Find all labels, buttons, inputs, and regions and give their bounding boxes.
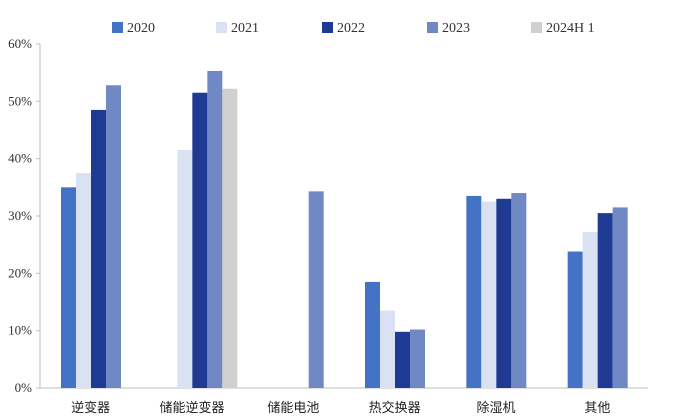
legend-item-2020: 2020 [112, 21, 155, 36]
legend-item-2021: 2021 [216, 21, 259, 36]
x-category-label: 逆变器 [71, 400, 110, 416]
x-category-label: 储能电池 [267, 401, 319, 416]
legend: 2020 2021 2022 2023 2024H 1 [112, 21, 595, 36]
y-tick-label: 50% [8, 93, 32, 108]
y-tick-label: 0% [15, 380, 33, 395]
legend-swatch [322, 22, 333, 33]
bar-2020-0 [61, 187, 76, 388]
bar-2022-1 [192, 92, 208, 388]
legend-label: 2023 [442, 21, 470, 36]
bar-2023-0 [106, 85, 121, 388]
legend-item-2024H1: 2024H 1 [531, 21, 595, 36]
bar-2021-0 [76, 173, 91, 388]
bar-2022-3 [395, 331, 410, 388]
legend-swatch [531, 22, 542, 33]
bar-2021-4 [481, 201, 497, 388]
bars [61, 70, 628, 389]
x-category-label: 热交换器 [369, 400, 421, 416]
bar-2023-3 [410, 329, 425, 388]
bar-2020-3 [365, 281, 380, 388]
legend-swatch [427, 22, 438, 33]
bar-2022-0 [91, 109, 106, 388]
x-category-label: 除湿机 [476, 401, 515, 416]
bar-2021-3 [380, 310, 395, 388]
legend-swatch [216, 22, 227, 33]
bar-2023-1 [207, 70, 223, 389]
legend-item-2023: 2023 [427, 21, 470, 36]
bar-2022-5 [597, 213, 613, 388]
y-tick-label: 20% [8, 265, 32, 280]
legend-label: 2024H 1 [546, 21, 595, 36]
y-tick-label: 40% [8, 151, 32, 166]
bar-2023-5 [612, 207, 628, 388]
bar-2020-4 [466, 195, 482, 388]
y-tick-label: 60% [8, 36, 32, 51]
y-tick-label: 30% [8, 208, 32, 223]
bar-2021-5 [582, 232, 598, 388]
legend-label: 2020 [127, 21, 155, 36]
y-tick-label: 10% [8, 323, 32, 338]
bar-2020-5 [567, 251, 583, 388]
legend-label: 2021 [231, 21, 259, 36]
legend-label: 2022 [337, 21, 365, 36]
legend-item-2022: 2022 [322, 21, 365, 36]
x-category-label: 其他 [584, 401, 610, 416]
legend-swatch [112, 22, 123, 33]
bar-2024H1-1 [222, 88, 238, 388]
bar-2023-4 [511, 193, 527, 388]
x-axis: 逆变器 储能逆变器 储能电池 热交换器 除湿机 其他 [40, 387, 648, 416]
y-axis: 0% 10% 20% 30% 40% 50% 60% [8, 36, 41, 395]
bar-2023-2 [308, 191, 324, 388]
bar-2021-1 [177, 150, 193, 388]
bar-2022-4 [496, 198, 512, 388]
x-category-label: 储能逆变器 [159, 400, 224, 416]
